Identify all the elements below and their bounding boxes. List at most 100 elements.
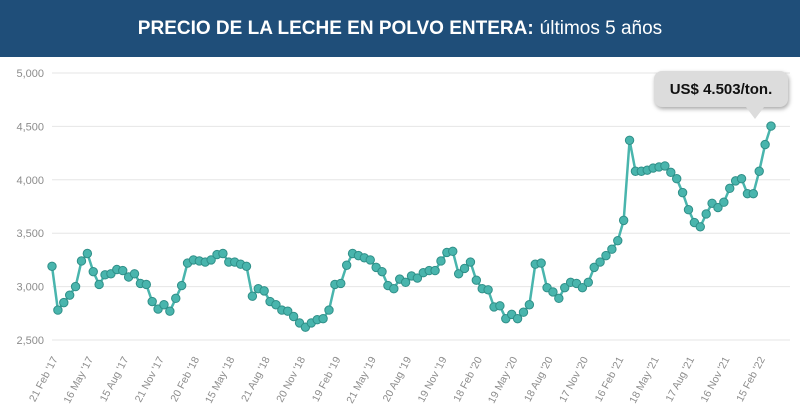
data-point (495, 301, 505, 311)
data-point (595, 257, 605, 267)
data-point (448, 246, 458, 257)
data-point (241, 261, 252, 272)
data-point (536, 258, 546, 268)
data-point (259, 286, 269, 296)
data-point (70, 281, 81, 292)
data-point (365, 255, 375, 265)
data-point (719, 197, 729, 207)
data-point (560, 282, 570, 293)
x-tick-label: 18 Feb '20 (451, 355, 485, 404)
data-point (412, 273, 423, 283)
data-point (589, 262, 599, 273)
data-point (601, 250, 611, 261)
y-tick-label: 5,000 (16, 68, 44, 80)
data-point (483, 285, 493, 295)
data-point (672, 174, 682, 184)
data-point (459, 263, 470, 274)
x-tick-label: 18 May '21 (627, 355, 662, 406)
x-tick-label: 21 Aug '18 (239, 355, 273, 404)
data-point (683, 205, 694, 215)
data-point (660, 161, 670, 171)
data-point (471, 275, 482, 285)
x-tick-label: 15 Feb '22 (734, 355, 768, 404)
data-point (760, 139, 770, 150)
y-tick-label: 2,500 (16, 335, 44, 347)
data-point (713, 202, 723, 213)
data-point (206, 255, 216, 265)
data-point (247, 291, 258, 301)
data-point (176, 280, 187, 291)
y-tick-label: 3,500 (16, 228, 44, 240)
data-point (677, 187, 688, 198)
x-tick-label: 16 Nov '21 (698, 355, 732, 405)
x-tick-label: 17 Nov '20 (557, 355, 591, 405)
data-point (377, 266, 387, 277)
data-point (736, 174, 747, 184)
series-line (50, 125, 773, 329)
x-tick-label: 16 Feb '21 (593, 355, 627, 404)
data-point (324, 305, 334, 315)
data-point (82, 248, 93, 259)
data-point (725, 183, 735, 194)
data-point (512, 313, 523, 324)
y-tick-label: 3,000 (16, 282, 44, 294)
data-point (129, 269, 140, 279)
x-tick-label: 21 Nov '17 (133, 355, 167, 405)
data-point (430, 265, 440, 276)
data-point (754, 166, 764, 176)
x-tick-label: 20 Feb '18 (168, 355, 202, 404)
data-point (583, 277, 594, 288)
data-point (159, 300, 169, 310)
data-point (53, 305, 63, 315)
data-point (171, 293, 181, 304)
data-point (283, 306, 293, 316)
x-tick-label: 15 May '18 (203, 355, 238, 406)
data-point (624, 135, 635, 145)
y-tick-label: 4,500 (16, 121, 44, 133)
data-point (165, 306, 175, 316)
last-price-callout: US$ 4.503/ton. (654, 71, 788, 119)
data-point (59, 297, 69, 308)
data-point (701, 209, 711, 219)
x-tick-label: 19 Feb '19 (310, 355, 344, 404)
data-point (389, 284, 399, 294)
data-point (436, 256, 446, 266)
last-price-label: US$ 4.503/ton. (669, 80, 773, 98)
x-tick-label: 21 May '19 (344, 355, 379, 406)
data-point (64, 290, 75, 300)
data-point (341, 260, 352, 270)
title-banner: PRECIO DE LA LECHE EN POLVO ENTERA: últi… (0, 0, 800, 57)
title-normal: últimos 5 años (539, 17, 663, 39)
title-bold: PRECIO DE LA LECHE EN POLVO ENTERA: (137, 17, 534, 39)
data-point (88, 266, 98, 277)
data-point (76, 256, 87, 266)
price-line-chart: 2,500 3,000 3,500 4,000 4,500 5,000 21 Feb '17… (16, 68, 790, 406)
data-point (695, 222, 705, 232)
data-point (766, 121, 776, 131)
data-point (518, 307, 529, 317)
data-point (141, 279, 151, 290)
x-tick-label: 19 Nov '19 (416, 355, 450, 405)
data-point (618, 215, 629, 226)
data-point (666, 167, 676, 178)
data-point (748, 188, 759, 199)
data-point (453, 269, 464, 279)
data-point (118, 265, 128, 276)
x-tick-label: 15 Aug '17 (98, 355, 132, 404)
x-tick-label: 17 Aug '21 (663, 355, 697, 404)
data-point (94, 279, 104, 290)
x-tick-label: 16 May '17 (61, 355, 96, 406)
x-tick-label: 19 May '20 (486, 355, 521, 406)
data-point (465, 257, 476, 267)
data-point (524, 300, 535, 310)
data-point (607, 244, 617, 254)
data-point (336, 278, 346, 289)
data-point (400, 277, 411, 288)
data-point (613, 235, 623, 246)
data-point (288, 311, 299, 322)
data-point (548, 287, 558, 297)
x-tick-label: 21 Feb '17 (27, 355, 61, 404)
x-tick-label: 18 Aug '20 (522, 355, 556, 404)
data-point (271, 300, 281, 310)
data-point (147, 296, 157, 307)
